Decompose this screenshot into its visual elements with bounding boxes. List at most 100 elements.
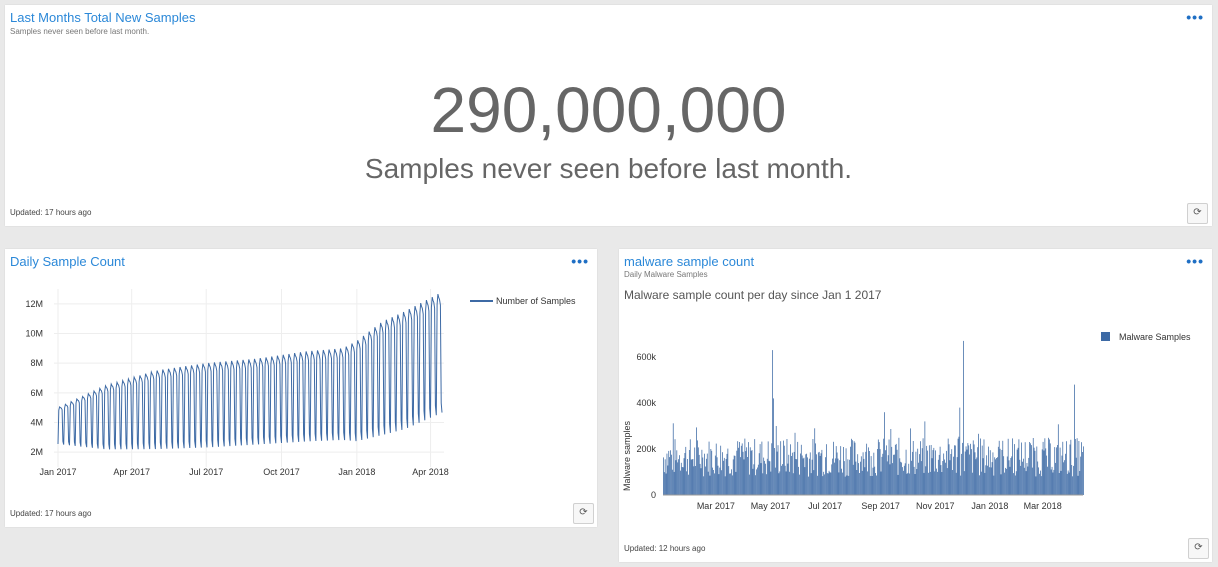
- bar: [1031, 467, 1033, 495]
- bar: [795, 459, 797, 495]
- bar: [1070, 439, 1072, 495]
- panel-title[interactable]: Last Months Total New Samples: [10, 10, 196, 25]
- bar: [954, 445, 956, 495]
- bar: [937, 471, 938, 495]
- bar: [713, 470, 714, 495]
- bar: [1061, 455, 1063, 495]
- bar: [839, 460, 841, 495]
- bar: [766, 458, 768, 495]
- bar: [811, 459, 813, 495]
- bar: [744, 438, 746, 495]
- bar: [859, 473, 860, 495]
- bar: [680, 462, 682, 495]
- bar: [807, 457, 808, 495]
- bar: [1063, 462, 1065, 495]
- more-options-icon[interactable]: •••: [571, 253, 589, 269]
- bar: [948, 444, 950, 495]
- bar: [816, 454, 817, 495]
- bar: [793, 451, 795, 495]
- panel-title[interactable]: Daily Sample Count: [10, 254, 125, 269]
- bar: [841, 468, 842, 495]
- legend-label[interactable]: Malware Samples: [1119, 332, 1191, 342]
- bar: [725, 459, 727, 495]
- more-options-icon[interactable]: •••: [1186, 9, 1204, 25]
- x-tick-label: Apr 2018: [412, 467, 449, 477]
- bar: [933, 447, 935, 495]
- bar: [954, 445, 955, 495]
- bar: [870, 456, 872, 495]
- bar: [1021, 442, 1022, 495]
- y-tick-label: 0: [651, 490, 656, 500]
- bar: [809, 452, 811, 495]
- bar: [1016, 449, 1018, 495]
- bar: [801, 455, 803, 495]
- bar: [848, 475, 850, 495]
- bar: [1072, 476, 1074, 495]
- bar: [1078, 441, 1080, 495]
- bar: [986, 455, 988, 495]
- bar: [706, 453, 708, 495]
- bar: [936, 468, 937, 495]
- bar: [705, 458, 707, 495]
- bar: [888, 439, 890, 495]
- bar: [939, 446, 941, 495]
- bar: [782, 464, 783, 495]
- bar: [680, 470, 681, 495]
- bar: [980, 471, 982, 495]
- bar: [1060, 470, 1062, 495]
- bar: [1079, 471, 1081, 495]
- bar: [901, 462, 902, 495]
- bar: [783, 445, 785, 495]
- bar: [931, 458, 933, 495]
- bar: [930, 445, 932, 495]
- bar: [968, 445, 970, 495]
- bar: [1065, 453, 1066, 495]
- bar: [733, 455, 735, 495]
- refresh-icon[interactable]: ⟳: [1188, 538, 1209, 559]
- bar: [842, 472, 843, 495]
- bar: [727, 448, 729, 495]
- bar: [951, 449, 953, 495]
- bar: [1066, 473, 1068, 495]
- bar: [1040, 470, 1041, 495]
- big-value: 290,000,000: [430, 74, 787, 146]
- y-tick-label: 8M: [30, 358, 43, 368]
- bar: [743, 459, 745, 495]
- bar: [772, 350, 774, 495]
- bar: [876, 475, 877, 495]
- more-options-icon[interactable]: •••: [1186, 253, 1204, 269]
- bar: [829, 472, 831, 495]
- bar: [854, 442, 856, 495]
- panel-title[interactable]: malware sample count: [624, 254, 755, 269]
- legend-label[interactable]: Number of Samples: [496, 296, 576, 306]
- y-tick-label: 400k: [636, 398, 656, 408]
- bar: [1080, 456, 1082, 495]
- bar: [959, 407, 961, 495]
- bar: [993, 475, 995, 495]
- bar: [958, 436, 960, 495]
- x-tick-label: Sep 2017: [861, 501, 900, 511]
- refresh-icon[interactable]: ⟳: [573, 503, 594, 524]
- bar: [703, 476, 705, 495]
- bar: [1052, 472, 1054, 495]
- bar: [976, 457, 978, 495]
- bar: [667, 465, 669, 495]
- bar: [902, 467, 903, 495]
- bar: [1002, 440, 1004, 495]
- bar: [877, 439, 879, 495]
- bar: [697, 440, 698, 495]
- bar: [806, 453, 808, 495]
- bar: [687, 459, 688, 495]
- bar: [1038, 467, 1039, 495]
- bar: [871, 476, 873, 495]
- bar: [975, 459, 977, 495]
- bar: [749, 447, 751, 495]
- bar: [1075, 457, 1077, 495]
- y-tick-label: 12M: [25, 299, 43, 309]
- bar: [845, 448, 847, 495]
- bar: [1020, 465, 1022, 495]
- bar: [779, 471, 781, 495]
- bar: [1055, 462, 1056, 495]
- bar: [922, 438, 924, 495]
- refresh-icon[interactable]: ⟳: [1187, 203, 1208, 224]
